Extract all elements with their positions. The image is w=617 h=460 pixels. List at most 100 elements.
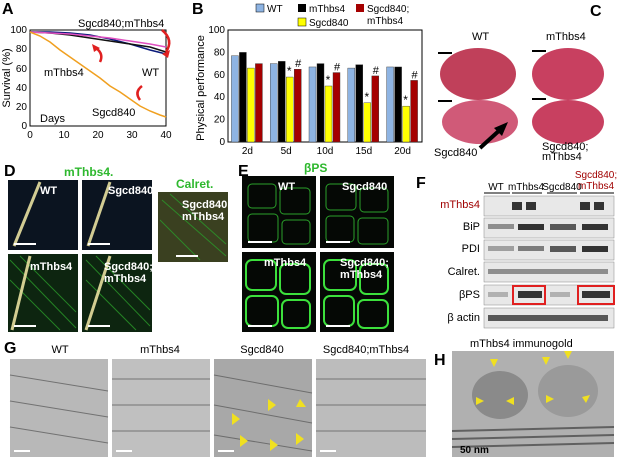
panel-label-g: G xyxy=(4,340,16,357)
bar-xtick: 2d xyxy=(242,146,253,157)
scale-bar xyxy=(532,50,546,52)
survival-label-combo: Sgcd840;mThbs4 xyxy=(78,18,164,30)
bar-ytick: 40 xyxy=(214,92,226,103)
blot-row-label: βPS xyxy=(459,289,480,301)
em-label-combo: Sgcd840;mThbs4 xyxy=(323,344,409,356)
bar-mthbs4-2d xyxy=(239,52,247,143)
vesicle-right xyxy=(538,365,598,417)
bar-sgcd840-mthbs4-20d xyxy=(410,80,418,143)
survival-label-mthbs4: mThbs4 xyxy=(44,67,84,79)
highlight-box-combo xyxy=(577,285,615,305)
bar-ytick: 0 xyxy=(219,137,225,148)
em-label-mthbs4: mThbs4 xyxy=(140,344,180,356)
muscle-section-combo xyxy=(532,100,604,144)
survival-xtick: 20 xyxy=(92,130,104,141)
survival-y-label: Survival (%) xyxy=(1,48,13,107)
bar-sgcd840-20d xyxy=(402,105,410,143)
image-e-label-mthbs4: mThbs4 xyxy=(264,257,307,269)
legend-combo-b: mThbs4 xyxy=(367,16,404,27)
bar-sgcd840-15d xyxy=(363,102,372,143)
survival-x-label: Days xyxy=(40,113,66,125)
muscle-section-mthbs4 xyxy=(532,48,604,100)
panel-label-d: D xyxy=(4,163,16,180)
highlight-box-mthbs4 xyxy=(512,285,546,305)
survival-plot-frame xyxy=(29,29,167,127)
bar-ytick: 60 xyxy=(214,70,226,81)
panel-label-a: A xyxy=(2,1,14,18)
image-d-sgcd xyxy=(82,180,152,250)
panel-label-e: E xyxy=(238,163,249,180)
blot-col-combo-b: mThbs4 xyxy=(578,181,615,192)
bar-marker-star: * xyxy=(364,90,369,104)
survival-ytick: 60 xyxy=(16,64,28,75)
scale-bar xyxy=(438,100,452,102)
bar-xtick: 10d xyxy=(317,146,334,157)
arrow-combo-head xyxy=(162,50,170,58)
bar-xtick: 5d xyxy=(281,146,292,157)
bar-x-ticks: 2d 5d 10d 15d 20d xyxy=(242,146,411,157)
arrow-combo xyxy=(161,29,171,53)
bar-sgcd840-mthbs4-5d xyxy=(293,68,302,143)
bar-mthbs4-15d xyxy=(355,64,364,143)
bar-ytick: 80 xyxy=(214,47,226,58)
panel-g: G WT mThbs4 Sgcd840 Sgcd840;mThbs4 xyxy=(4,340,426,457)
image-d-label-combo2-a: Sgcd840; xyxy=(104,261,153,273)
bar-mthbs4-5d xyxy=(277,61,286,143)
blot-row-label: Calret. xyxy=(448,266,480,278)
image-e-label-sgcd: Sgcd840 xyxy=(342,181,387,193)
bar-marker-star: * xyxy=(287,64,292,78)
survival-ytick: 0 xyxy=(21,121,27,132)
survival-chart: A 0 20 40 60 80 100 0 10 20 30 40 Surviv… xyxy=(1,1,172,141)
survival-y-ticks: 0 20 40 60 80 100 xyxy=(10,25,27,132)
survival-curve-sgcd xyxy=(29,31,167,118)
survival-xtick: 0 xyxy=(27,130,33,141)
histo-label-mthbs4: mThbs4 xyxy=(546,31,586,43)
image-e-label-combo-b: mThbs4 xyxy=(340,269,383,281)
bar-y-ticks: 0 20 40 60 80 100 xyxy=(208,25,225,148)
blot-row-label: β actin xyxy=(447,312,480,324)
legend-swatch-wt xyxy=(255,3,265,13)
bar-marker-hash: # xyxy=(412,69,419,81)
panel-f: F WT mThbs4 Sgcd840 Sgcd840; mThbs4 mThb… xyxy=(416,170,617,329)
bar-sgcd840-mthbs4-2d xyxy=(255,63,263,143)
image-d-label-mthbs4: mThbs4 xyxy=(30,261,73,273)
blot-row-label: BiP xyxy=(463,221,480,233)
survival-xtick: 10 xyxy=(58,130,70,141)
blot-row-label: PDI xyxy=(462,243,480,255)
bar-plot: * #*#*#*# xyxy=(227,29,423,143)
panel-d: D mThbs4. Calret. WT Sgcd840 Sgcd840; mT… xyxy=(4,163,230,332)
bar-ytick: 100 xyxy=(208,25,225,36)
histo-label-combo-b: mThbs4 xyxy=(542,151,582,160)
bar-xtick: 20d xyxy=(394,146,411,157)
bar-sgcd840-mthbs4-10d xyxy=(332,72,341,143)
survival-ytick: 100 xyxy=(10,25,27,36)
panel-c: C WT mThbs4 Sgcd840 Sgcd840; mThbs4 xyxy=(430,0,617,163)
blot-col-combo-a: Sgcd840; xyxy=(575,170,617,181)
scale-label: 50 nm xyxy=(460,445,489,456)
image-d-label-combo-b: mThbs4 xyxy=(182,211,225,223)
muscle-section-sgcd xyxy=(442,100,518,144)
image-d-label-wt: WT xyxy=(40,185,57,197)
scale-bar xyxy=(438,52,452,54)
bar-mthbs4-20d xyxy=(394,66,402,143)
bar-wt-10d xyxy=(308,66,317,143)
em-label-wt: WT xyxy=(51,344,68,356)
bar-sgcd840-2d xyxy=(247,67,255,143)
stain-title-bps: βPS xyxy=(304,161,327,175)
survival-xtick: 40 xyxy=(160,130,172,141)
legend-combo-a: Sgcd840; xyxy=(367,4,409,15)
panel-h: H mThbs4 immunogold 50 nm xyxy=(434,338,615,457)
legend-swatch-mthbs4 xyxy=(298,4,306,12)
bar-y-label: Physical performance xyxy=(195,35,207,141)
survival-label-wt: WT xyxy=(142,67,159,79)
panel-e: E βPS WT Sgcd840 mThbs4 Sgcd840; mThbs4 xyxy=(238,161,394,332)
arrow-sgcd xyxy=(136,85,143,101)
blot-col-mthbs4: mThbs4 xyxy=(508,182,545,193)
legend-swatch-combo xyxy=(356,4,364,12)
bar-wt-5d xyxy=(269,63,278,143)
arrow-lesion-head xyxy=(494,122,508,136)
image-d-wt xyxy=(8,180,78,250)
bar-marker-hash: # xyxy=(295,58,302,70)
em-image-wt xyxy=(10,359,108,457)
